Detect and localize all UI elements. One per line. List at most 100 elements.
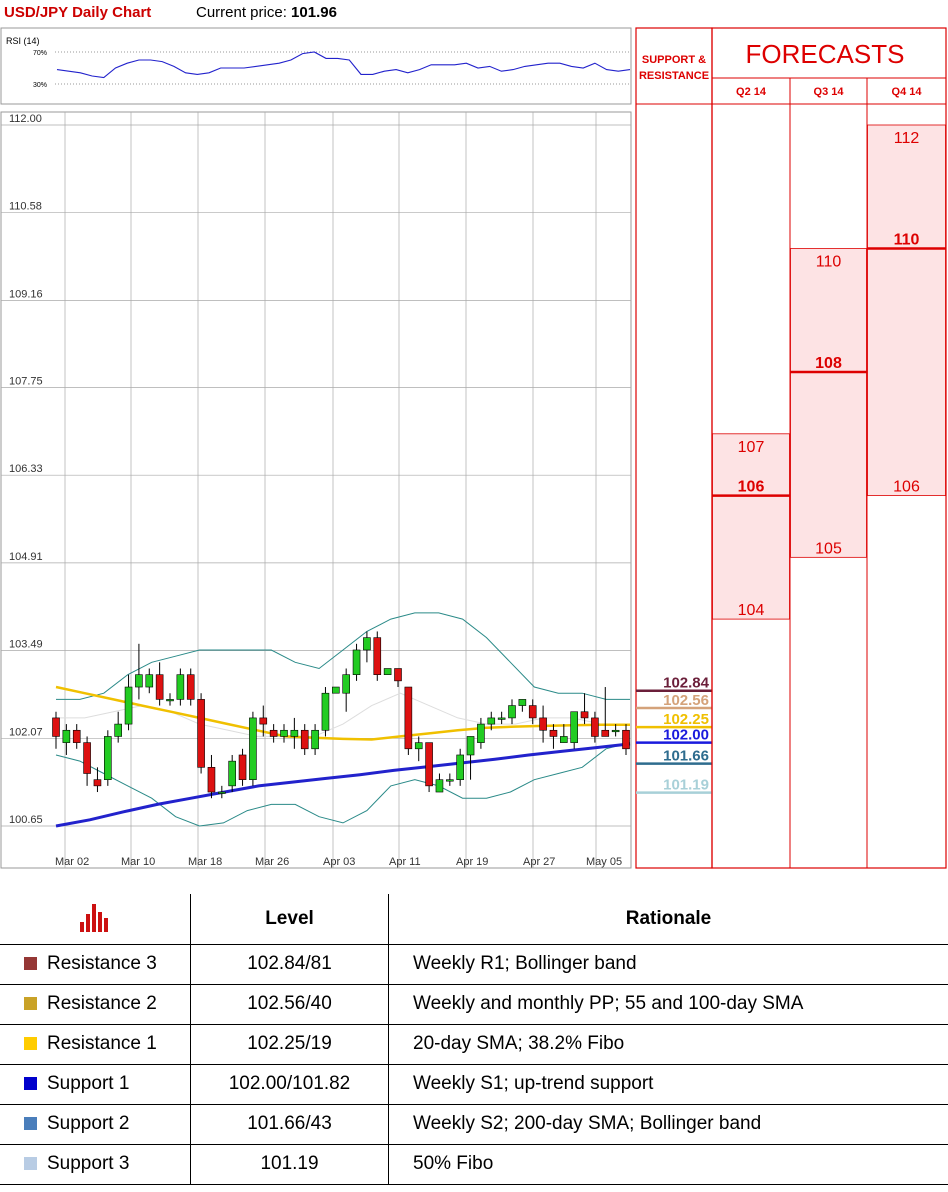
candle-body (62, 729, 71, 743)
candle-body (508, 705, 516, 719)
level-color-swatch (24, 1077, 37, 1090)
bar-chart-icon (0, 894, 191, 945)
candle-body (446, 779, 454, 782)
level-value: 102.25/19 (190, 1023, 389, 1065)
candle-body (425, 742, 433, 787)
level-rationale: Weekly S2; 200-day SMA; Bollinger band (388, 1103, 948, 1145)
forecast-range (867, 124, 946, 496)
level-value: 102.56/40 (190, 983, 389, 1025)
candle-body (72, 729, 81, 743)
level-color-swatch (24, 957, 37, 970)
candle-body (207, 767, 216, 793)
candle-body (332, 686, 340, 694)
forecast-range (712, 433, 790, 620)
level-value: 102.00/101.82 (190, 1063, 389, 1105)
forecast-low-label: 104 (738, 602, 765, 619)
level-color-swatch (24, 997, 37, 1010)
sr-level-label: 102.25 (663, 711, 709, 728)
candle-body (404, 686, 413, 750)
level-name-cell: Support 1 (0, 1063, 191, 1105)
level-color-swatch (24, 1117, 37, 1130)
candle-body (560, 736, 568, 743)
table-row: Resistance 3 102.84/81 Weekly R1; Bollinge… (0, 944, 948, 985)
forecast-quarter-label: Q4 14 (892, 86, 923, 98)
table-row: Support 2 101.66/43 Weekly S2; 200-day SMA… (0, 1103, 948, 1145)
x-tick-label: Apr 11 (389, 856, 421, 868)
candle-body (363, 637, 371, 651)
candle-body (591, 717, 599, 737)
rsi-label: RSI (14) (6, 36, 40, 46)
x-tick-label: Apr 03 (323, 856, 355, 868)
candle-body (83, 742, 91, 774)
level-name-cell: Resistance 3 (0, 944, 191, 985)
bollinger-lower-line (55, 742, 631, 827)
level-name: Support 1 (47, 1073, 130, 1094)
forecast-title: FORECASTS (746, 39, 905, 69)
candle-body (539, 717, 547, 731)
x-tick-label: Apr 19 (456, 856, 488, 868)
forecast-low-label: 105 (815, 540, 842, 557)
sma-20-line (55, 685, 630, 741)
level-value: 101.66/43 (190, 1103, 389, 1145)
forecast-high-label: 107 (738, 439, 765, 456)
level-name: Resistance 2 (47, 993, 157, 1014)
price-panel (0, 111, 632, 869)
x-tick-label: Apr 27 (523, 856, 555, 868)
level-rationale: 20-day SMA; 38.2% Fibo (388, 1023, 948, 1065)
candle-body (114, 723, 122, 737)
candle-body (238, 754, 247, 780)
level-name-cell: Support 2 (0, 1103, 191, 1145)
candle-body (311, 729, 319, 750)
chart-title: USD/JPY Daily Chart (4, 4, 152, 21)
y-tick-label: 103.49 (9, 639, 43, 651)
sr-level-label: 101.66 (663, 748, 709, 765)
table-row: Resistance 1 102.25/19 20-day SMA; 38.2% F… (0, 1023, 948, 1065)
x-tick-label: Mar 26 (255, 856, 289, 868)
forecast-mid-label: 110 (894, 232, 920, 249)
candle-body (104, 736, 112, 780)
candle-body (580, 711, 589, 719)
y-tick-label: 110.58 (9, 201, 42, 213)
sr-level-label: 101.19 (663, 777, 709, 794)
forecast-high-label: 112 (894, 130, 920, 147)
current-price-value: 101.96 (291, 4, 337, 21)
level-rationale: Weekly and monthly PP; 55 and 100-day SM… (388, 983, 948, 1025)
x-tick-label: May 05 (586, 856, 622, 868)
rsi-level-label: 30% (33, 82, 47, 89)
level-color-swatch (24, 1157, 37, 1170)
level-header: Level (190, 894, 389, 945)
sma-200-line (55, 742, 631, 828)
candle-body (93, 779, 102, 787)
candle-body (622, 729, 630, 750)
levels-table: Level Rationale Resistance 3 102.84/81 Wee… (0, 894, 948, 1185)
rationale-header: Rationale (388, 894, 948, 945)
table-row: Support 3 101.19 50% Fibo (0, 1143, 948, 1185)
candle-body (601, 729, 610, 737)
forecast-range (790, 248, 867, 558)
candle-body (414, 742, 423, 750)
x-tick-label: Mar 10 (121, 856, 155, 868)
candle-body (155, 674, 164, 700)
candle-body (186, 674, 195, 700)
table-row: Resistance 2 102.56/40 Weekly and monthly … (0, 983, 948, 1025)
candle-body (394, 668, 402, 682)
level-name: Support 2 (47, 1113, 130, 1134)
levels-table-body: Resistance 3 102.84/81 Weekly R1; Bollinge… (0, 944, 948, 1185)
candle-body (373, 637, 382, 675)
candle-body (124, 686, 133, 725)
candle-body (300, 729, 309, 750)
level-name: Support 3 (47, 1153, 130, 1174)
candle-body (456, 754, 464, 780)
candle-body (249, 717, 257, 780)
candle-body (290, 729, 299, 737)
level-value: 101.19 (190, 1143, 389, 1185)
candle-body (518, 699, 527, 706)
rsi-line (56, 51, 631, 79)
candle-body (321, 692, 330, 731)
level-name-cell: Support 3 (0, 1143, 191, 1185)
sr-level-label: 102.56 (663, 692, 709, 709)
candle-body (197, 699, 205, 768)
candle-body (218, 791, 226, 794)
level-name-cell: Resistance 2 (0, 983, 191, 1025)
candle-body (497, 717, 506, 720)
